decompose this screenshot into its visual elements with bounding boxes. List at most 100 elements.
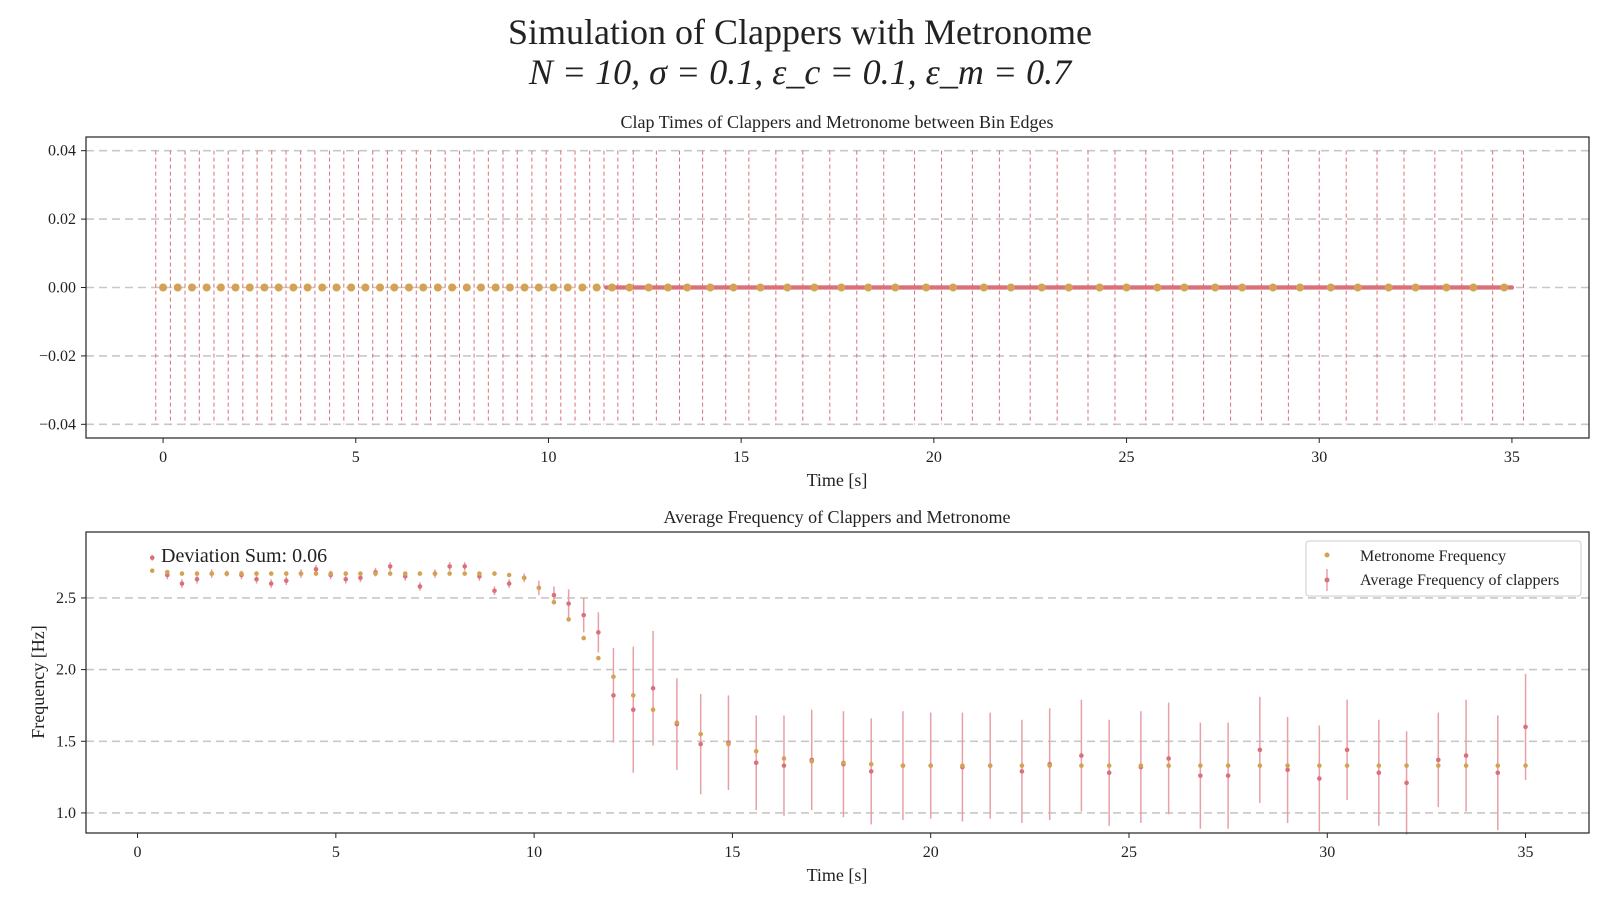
metronome-clap-point (231, 283, 240, 292)
metronome-frequency-point (521, 575, 527, 581)
metronome-clap-point (361, 283, 370, 292)
metronome-frequency-point (987, 763, 993, 768)
clapper-frequency-point (868, 769, 874, 774)
clapper-frequency-point (1436, 757, 1441, 763)
metronome-clap-point (520, 283, 529, 292)
metronome-frequency-point (611, 674, 616, 680)
y-tick-label: 1.5 (56, 733, 76, 750)
clapper-frequency-point (566, 601, 571, 606)
x-tick-label: 15 (724, 844, 740, 861)
metronome-clap-point (1384, 283, 1393, 292)
metronome-frequency-point (1344, 763, 1350, 768)
frequency-y-ticks: 1.0 1.5 2.0 2.5 (56, 590, 86, 822)
deviation-sum-annotation: Deviation Sum: 0.06 (161, 545, 327, 567)
clapper-frequency-point (1404, 780, 1409, 786)
metronome-frequency-point (698, 731, 703, 737)
clapper-points (604, 285, 1515, 290)
metronome-clap-point (187, 283, 196, 292)
metronome-clap-point (592, 283, 601, 292)
metronome-clap-point (891, 283, 900, 292)
metronome-clap-point (729, 283, 738, 292)
x-tick-label: 35 (1504, 449, 1520, 466)
metronome-clap-point (1180, 283, 1189, 292)
clapper-frequency-point (343, 577, 349, 582)
metronome-clap-point (332, 283, 341, 292)
metronome-points (159, 283, 1509, 292)
metronome-clap-point (173, 283, 182, 292)
metronome-clap-point (318, 283, 327, 292)
metronome-clap-point (159, 283, 168, 292)
metronome-frequency-point (194, 571, 200, 576)
metronome-clap-point (1122, 283, 1131, 292)
metronome-clap-point (756, 283, 765, 292)
metronome-frequency-point (164, 569, 170, 575)
metronome-frequency-point (447, 571, 452, 576)
figure-subtitle: N = 10, σ = 0.1, ε_c = 0.1, ε_m = 0.7 (528, 52, 1072, 92)
x-tick-label: 30 (1319, 844, 1335, 861)
metronome-clap-point (810, 283, 819, 292)
metronome-clap-point (260, 283, 269, 292)
metronome-clap-point (1006, 283, 1015, 292)
clapper-frequency-point (492, 588, 497, 594)
y-tick-label: −0.04 (39, 416, 76, 433)
clapper-frequency-point (194, 577, 200, 582)
metronome-frequency-point (1376, 763, 1382, 768)
metronome-clap-point (404, 283, 413, 292)
clapper-frequency-point (462, 564, 468, 569)
clapper-frequency-point (1019, 769, 1025, 774)
clapper-frequency-point (753, 760, 759, 766)
frequency-chart: Average Frequency of Clappers and Metron… (28, 507, 1590, 885)
metronome-clap-point (563, 283, 572, 292)
metronome-frequency-point (268, 571, 274, 576)
clapper-frequency-point (1106, 770, 1112, 776)
metronome-frequency-point (1079, 763, 1084, 768)
metronome-clap-point (376, 283, 385, 292)
metronome-clap-point (202, 283, 211, 292)
clapper-frequency-point (268, 581, 274, 586)
frequency-frame (85, 531, 1590, 834)
clapper-frequency-point (1198, 773, 1203, 778)
x-tick-label: 30 (1311, 449, 1327, 466)
clapper-frequency-point (1523, 724, 1528, 730)
x-tick-label: 35 (1518, 844, 1534, 861)
metronome-frequency-point (1019, 763, 1025, 768)
metronome-frequency-point (551, 599, 557, 605)
frequency-grid (86, 597, 1589, 814)
metronome-clap-point (706, 283, 715, 292)
x-tick-label: 25 (1121, 844, 1137, 861)
metronome-clap-point (491, 283, 500, 292)
clapper-clap-point (1509, 285, 1515, 290)
metronome-frequency-point (630, 693, 636, 698)
metronome-frequency-point (1285, 763, 1290, 768)
metronome-frequency-point (960, 763, 965, 768)
metronome-frequency-point (462, 571, 468, 576)
clapper-frequency-point (149, 555, 155, 561)
clapper-frequency-point (1225, 773, 1231, 778)
y-tick-label: 0.04 (48, 143, 76, 160)
metronome-frequency-point (1198, 763, 1203, 768)
clapper-frequency-point (1344, 747, 1350, 753)
metronome-clap-point (1238, 283, 1247, 292)
metronome-frequency-point (841, 760, 846, 766)
metronome-frequency-point (149, 568, 155, 573)
metronome-clap-point (433, 283, 442, 292)
metronome-clap-point (477, 283, 486, 292)
metronome-frequency-point (283, 571, 289, 576)
metronome-clap-point (1037, 283, 1046, 292)
frequency-legend: Metronome Frequency Average Frequency of… (1305, 540, 1582, 597)
y-tick-label: 1.0 (56, 805, 76, 822)
x-tick-label: 5 (332, 844, 340, 861)
metronome-clap-point (505, 283, 514, 292)
metronome-clap-point (1268, 283, 1277, 292)
clapper-frequency-point (611, 693, 616, 698)
metronome-frequency-point (1404, 763, 1409, 768)
metronome-frequency-point (506, 572, 512, 578)
x-tick-label: 10 (540, 449, 556, 466)
clapper-frequency-point (1166, 756, 1171, 761)
clapper-frequency-point (358, 575, 363, 581)
metronome-frequency-point (1495, 763, 1501, 768)
metronome-clap-point (1411, 283, 1420, 292)
y-tick-label: 2.5 (56, 590, 76, 607)
clapper-frequency-point (506, 581, 512, 586)
